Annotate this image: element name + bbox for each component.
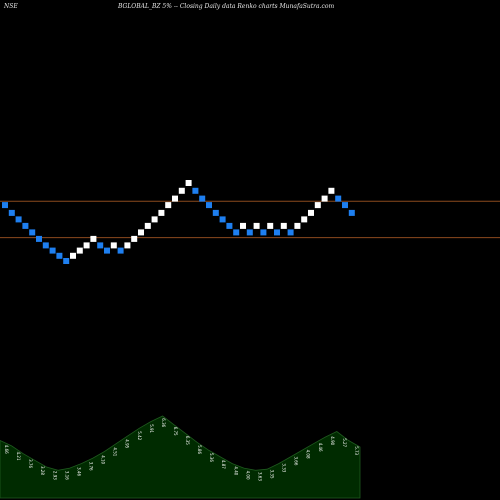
volume-value-label: 3.16 xyxy=(64,471,69,480)
renko-brick-up xyxy=(253,222,260,229)
renko-brick-down xyxy=(233,229,240,236)
renko-brick-down xyxy=(15,216,22,223)
renko-brick-up xyxy=(267,222,274,229)
renko-brick-down xyxy=(49,247,56,254)
renko-brick-down xyxy=(36,235,42,242)
volume-value-label: 5.86 xyxy=(197,445,202,454)
volume-value-label: 4.10 xyxy=(101,455,106,464)
renko-brick-up xyxy=(124,242,131,249)
renko-brick-up xyxy=(158,209,165,216)
volume-value-label: 6.75 xyxy=(173,427,178,436)
volume-value-label: 5.36 xyxy=(209,453,214,462)
renko-brick-up xyxy=(240,222,246,229)
renko-brick-up xyxy=(328,187,335,194)
renko-brick-down xyxy=(29,229,36,236)
renko-brick-down xyxy=(2,202,8,209)
renko-brick-up xyxy=(294,222,301,229)
exchange-label: NSE xyxy=(3,3,18,10)
renko-brick-up xyxy=(110,242,117,249)
reference-lines xyxy=(0,200,500,239)
renko-brick-down xyxy=(104,247,110,254)
renko-brick-up xyxy=(280,222,287,229)
renko-brick-down xyxy=(97,242,104,249)
renko-brick-up xyxy=(83,242,90,249)
volume-value-label: 2.93 xyxy=(52,471,57,480)
renko-brick-up xyxy=(178,187,185,194)
volume-value-label: 4.51 xyxy=(113,447,118,456)
renko-brick-down xyxy=(335,195,342,202)
volume-value-label: 4.08 xyxy=(306,450,311,459)
renko-brick-up xyxy=(314,202,321,209)
renko-brick-down xyxy=(117,247,124,254)
renko-brick-up xyxy=(308,209,314,216)
renko-brick-down xyxy=(260,229,267,236)
volume-value-label: 3.63 xyxy=(257,472,262,481)
volume-value-label: 4.66 xyxy=(4,445,9,454)
renko-brick-down xyxy=(56,252,63,259)
renko-brick-down xyxy=(199,195,206,202)
renko-brick-up xyxy=(76,247,83,254)
volume-value-label: 3.28 xyxy=(40,466,45,475)
volume-area xyxy=(0,415,361,499)
renko-brick-down xyxy=(226,222,233,229)
renko-brick-up xyxy=(70,252,76,259)
renko-brick-up xyxy=(90,235,97,242)
volume-value-label: 3.33 xyxy=(282,463,287,472)
volume-value-label: 3.76 xyxy=(28,459,33,468)
renko-brick-down xyxy=(342,202,348,209)
volume-value-label: 6.35 xyxy=(185,436,190,445)
renko-brick-down xyxy=(212,209,219,216)
renko-brick-down xyxy=(22,222,29,229)
renko-brick-down xyxy=(246,229,253,236)
volume-value-label: 4.95 xyxy=(125,439,130,448)
volume-value-label: 3.66 xyxy=(294,457,299,466)
renko-brick-down xyxy=(63,258,70,264)
volume-value-label: 3.46 xyxy=(76,467,81,476)
renko-brick-down xyxy=(8,209,15,216)
renko-brick-up xyxy=(138,229,144,236)
chart-caption: BGLOBAL_BZ 5% -- Closing Daily data Renk… xyxy=(117,3,334,10)
volume-value-label: 3.35 xyxy=(270,470,275,479)
renko-brick-up xyxy=(144,222,151,229)
renko-brick-up xyxy=(151,216,158,223)
renko-brick-down xyxy=(192,187,199,194)
renko-bricks xyxy=(2,180,355,264)
renko-brick-up xyxy=(172,195,178,202)
volume-value-label: 4.46 xyxy=(318,443,323,452)
renko-brick-down xyxy=(274,229,280,236)
volume-value-label: 3.76 xyxy=(89,462,94,471)
volume-value-label: 4.21 xyxy=(16,452,21,461)
volume-value-label: 5.42 xyxy=(137,431,142,440)
volume-value-label: 5.91 xyxy=(149,424,154,433)
volume-value-label: 4.00 xyxy=(245,471,250,480)
volume-panel: 4.66 4.21 3.76 3.28 2.93 3.16 3.46 3.76 4.10 4.51… xyxy=(0,415,361,499)
volume-value-label: 4.40 xyxy=(233,466,238,475)
volume-value-label: 4.90 xyxy=(330,436,335,445)
renko-brick-up xyxy=(321,195,328,202)
renko-brick-up xyxy=(185,180,192,186)
volume-value-label: 4.87 xyxy=(221,460,226,469)
renko-brick-down xyxy=(219,216,226,223)
renko-brick-up xyxy=(301,216,308,223)
volume-value-label: 5.27 xyxy=(342,438,347,447)
renko-brick-down xyxy=(206,202,212,209)
renko-brick-up xyxy=(165,202,172,209)
renko-brick-down xyxy=(42,242,49,249)
renko-brick-down xyxy=(287,229,294,236)
volume-value-label: 5.73 xyxy=(354,446,359,455)
renko-brick-down xyxy=(348,209,355,216)
volume-value-label: 6.36 xyxy=(161,418,166,427)
renko-brick-up xyxy=(131,235,138,242)
